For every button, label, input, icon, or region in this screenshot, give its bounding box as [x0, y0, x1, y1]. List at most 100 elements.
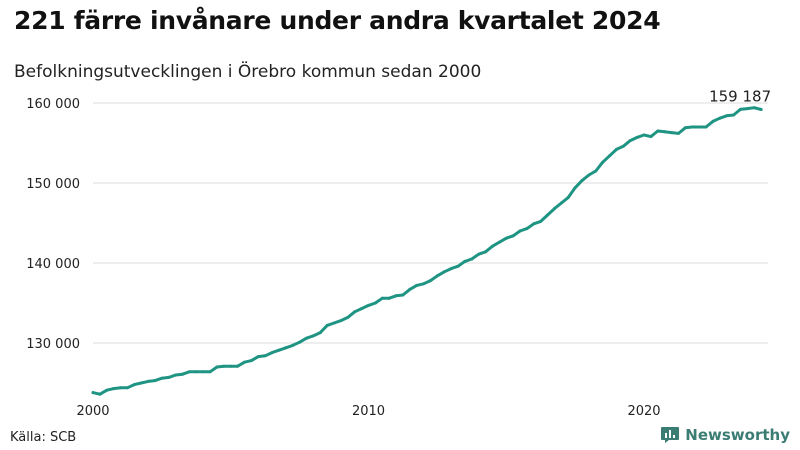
data-point: [339, 319, 343, 323]
data-point: [477, 252, 481, 256]
data-point: [615, 147, 618, 151]
x-axis-tick-labels: 2000 2010 2020: [76, 404, 660, 419]
data-point: [711, 119, 715, 123]
data-point: [621, 144, 625, 148]
data-point: [470, 257, 474, 261]
x-tick-label: 2020: [627, 404, 660, 419]
data-point: [546, 213, 550, 217]
data-point: [642, 133, 646, 137]
data-point: [677, 131, 680, 135]
data-point: [635, 135, 639, 139]
data-point: [628, 139, 632, 143]
data-point: [249, 359, 253, 363]
data-point: [566, 195, 570, 199]
y-tick-label: 150 000: [26, 177, 80, 192]
data-point: [718, 116, 722, 120]
series-line: [91, 106, 763, 396]
data-point: [222, 364, 226, 368]
data-point: [573, 186, 577, 190]
data-point: [284, 346, 288, 350]
data-point: [401, 293, 405, 297]
data-point: [236, 364, 240, 368]
data-point: [98, 392, 102, 396]
data-point: [160, 376, 164, 380]
data-point: [125, 386, 129, 390]
data-point: [187, 370, 191, 374]
data-point: [380, 296, 384, 300]
data-point: [153, 379, 157, 383]
data-point: [738, 107, 742, 111]
data-point: [690, 125, 694, 129]
data-point: [594, 169, 598, 173]
data-point: [243, 360, 246, 364]
data-point: [263, 354, 267, 358]
data-point: [752, 106, 756, 110]
data-point: [373, 301, 377, 305]
data-point: [518, 229, 522, 233]
data-point: [608, 154, 612, 158]
data-point: [442, 270, 446, 274]
y-tick-label: 140 000: [26, 257, 80, 272]
y-tick-label: 130 000: [26, 337, 80, 352]
data-point: [311, 334, 315, 338]
data-point: [649, 135, 653, 139]
data-point: [408, 287, 412, 291]
data-point: [745, 107, 749, 111]
data-point: [291, 343, 295, 347]
y-tick-label: 160 000: [26, 97, 80, 112]
data-point: [511, 234, 515, 238]
data-point: [318, 331, 322, 335]
data-point: [553, 207, 556, 211]
data-point: [332, 321, 336, 325]
data-point: [663, 130, 667, 134]
data-point: [580, 179, 584, 183]
data-point: [456, 264, 460, 268]
data-point: [759, 108, 763, 111]
data-point: [387, 296, 391, 300]
data-point: [704, 125, 708, 129]
data-point: [132, 383, 136, 387]
data-point: [346, 315, 350, 319]
data-point: [725, 114, 729, 118]
data-point: [422, 282, 426, 286]
data-point: [201, 370, 205, 374]
data-point: [449, 267, 453, 271]
y-axis-tick-labels: 130 000 140 000 150 000 160 000: [26, 97, 80, 352]
data-point: [484, 250, 488, 254]
brand-name: Newsworthy: [685, 426, 790, 444]
grid-lines: [93, 102, 768, 344]
data-point: [91, 391, 95, 395]
data-point: [174, 373, 178, 377]
data-point: [215, 365, 219, 369]
data-point: [325, 323, 329, 327]
data-point: [435, 274, 439, 278]
data-point: [587, 173, 591, 177]
data-point: [181, 372, 184, 376]
data-point: [670, 131, 674, 135]
chart-title: 221 färre invånare under andra kvartalet…: [14, 6, 661, 35]
data-point: [539, 219, 543, 223]
end-value-label: 159 187: [709, 88, 771, 106]
data-point: [112, 387, 116, 391]
data-point: [394, 294, 398, 298]
data-point: [194, 370, 198, 374]
bar-chart-logo-icon: [661, 427, 680, 443]
data-point: [298, 340, 302, 344]
data-point: [277, 348, 281, 352]
data-point: [732, 113, 736, 117]
data-point: [270, 351, 274, 355]
data-point: [601, 160, 605, 164]
source-label: Källa: SCB: [10, 430, 77, 445]
chart-subtitle: Befolkningsutvecklingen i Örebro kommun …: [14, 62, 482, 82]
data-point: [532, 222, 536, 226]
data-point: [491, 244, 494, 248]
data-point: [429, 279, 432, 283]
x-tick-label: 2000: [76, 404, 109, 419]
data-point: [229, 364, 233, 368]
data-point: [305, 336, 308, 340]
data-point: [525, 227, 529, 231]
data-point: [497, 240, 501, 244]
data-point: [683, 126, 687, 130]
data-point: [360, 307, 364, 311]
